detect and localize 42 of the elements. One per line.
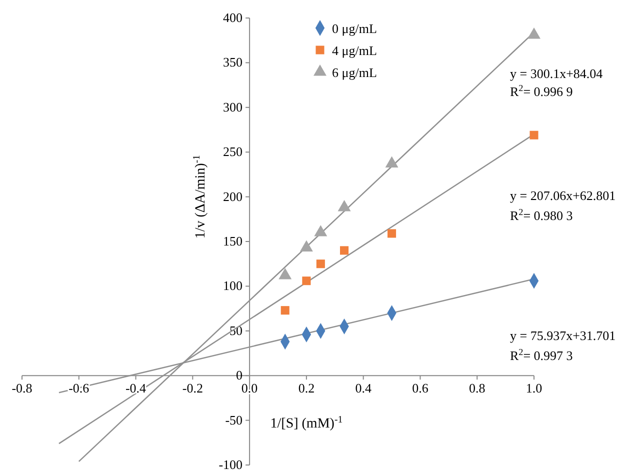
- annotation: y = 207.06x+62.801: [510, 188, 616, 203]
- point: [300, 240, 313, 252]
- point: [385, 156, 398, 168]
- y-tick-label: 0: [236, 368, 243, 383]
- point: [338, 200, 351, 212]
- x-tick-label: 0.4: [355, 380, 372, 396]
- legend-label: 6 μg/mL: [332, 65, 377, 80]
- y-tick-label: 200: [223, 188, 243, 204]
- legend-label: 4 μg/mL: [332, 43, 377, 58]
- y-tick-label: 400: [223, 10, 243, 25]
- annotation: R$^{2}$= 0.997 3: [510, 347, 573, 363]
- y-tick-label: 100: [223, 278, 243, 294]
- x-tick-label: -0.6: [68, 380, 90, 396]
- point: [530, 130, 538, 140]
- point: [340, 246, 349, 255]
- point: [314, 225, 328, 236]
- x-tick-label: -0.8: [12, 380, 32, 396]
- y-tick-label: 350: [223, 54, 243, 70]
- x-tick-label: 0.8: [468, 380, 486, 396]
- point: [528, 27, 540, 39]
- y-tick-label: 150: [223, 234, 243, 248]
- annotation: y = 75.937x+31.701: [510, 328, 616, 343]
- annotation: y = 300.1x+84.04: [510, 66, 604, 81]
- x-axis-title: 1/[S] (mM)$^{-1}$: [270, 414, 343, 432]
- point: [302, 276, 311, 286]
- point: [388, 229, 396, 238]
- point: [316, 260, 325, 268]
- legend-label: 0 μg/mL: [332, 21, 377, 36]
- point: [280, 306, 290, 315]
- x-tick-label: 0.2: [298, 380, 315, 396]
- annotation: R$^{2}$= 0.996 9: [510, 83, 573, 99]
- x-tick-label: 0.6: [412, 380, 429, 396]
- x-tick-label: -0.2: [182, 380, 203, 396]
- y-tick-label: 300: [223, 99, 243, 114]
- x-tick-label: 1.0: [526, 380, 542, 396]
- x-tick-label: 0.0: [241, 380, 258, 396]
- y-tick-label: 250: [223, 144, 243, 160]
- annotation: R$^{2}$= 0.980 3: [510, 207, 573, 223]
- x-tick-label: -0.4: [125, 380, 147, 396]
- y-tick-label: 50: [230, 322, 243, 338]
- y-tick-label: -50: [225, 412, 243, 428]
- y-tick-label: -100: [218, 457, 243, 472]
